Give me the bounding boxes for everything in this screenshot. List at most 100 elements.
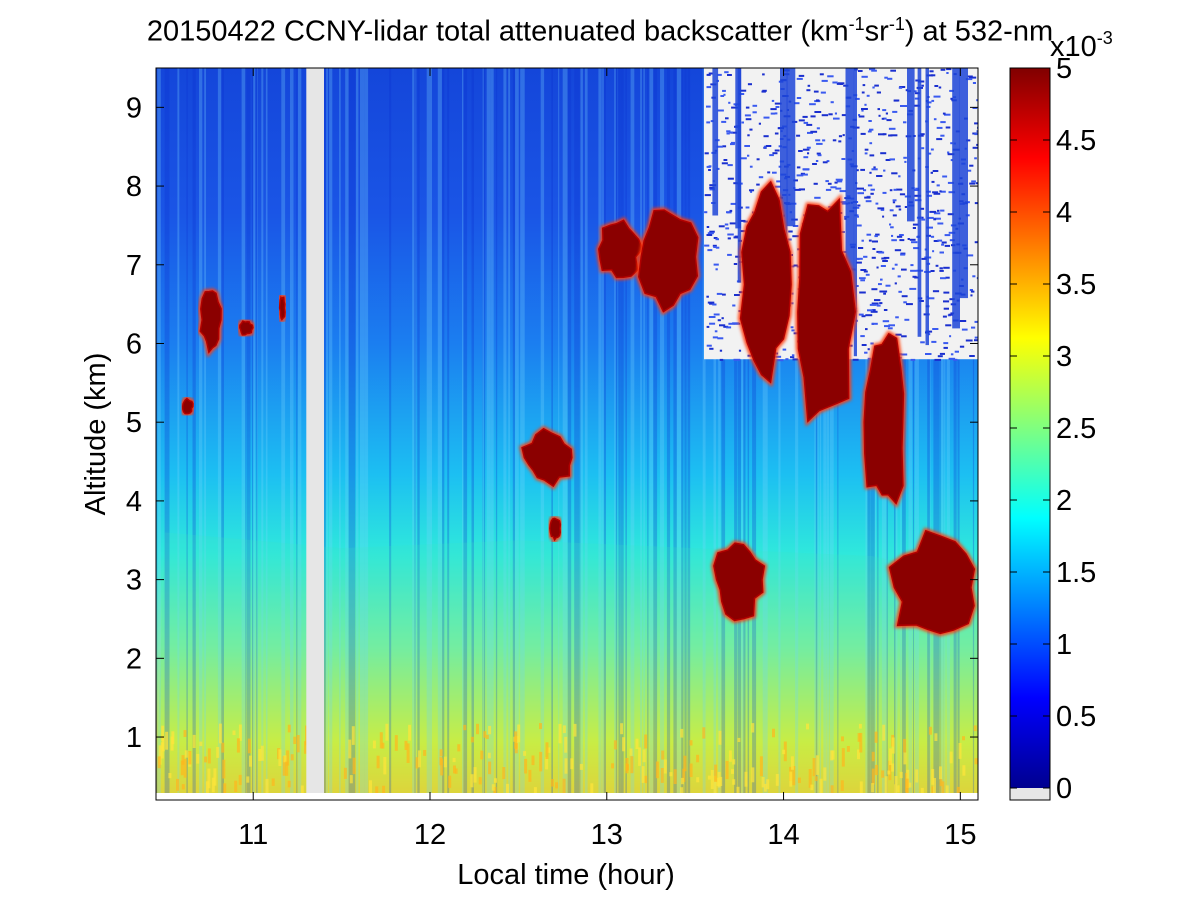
time-streak [614, 68, 618, 793]
noise-cell [949, 335, 952, 338]
noise-cell [860, 335, 865, 338]
speckle-cell [894, 776, 898, 785]
noise-cell [825, 180, 829, 183]
speckle-cell [884, 776, 888, 793]
noise-cell [708, 165, 712, 168]
time-streak [217, 68, 222, 793]
speckle-cell [394, 735, 398, 751]
noise-cell [937, 209, 940, 212]
speckle-cell [234, 780, 238, 792]
noise-cell [806, 123, 813, 126]
speckle-cell [218, 723, 222, 744]
time-streak [625, 68, 627, 793]
speckle-cell [476, 723, 479, 735]
noise-cell [949, 298, 955, 301]
noise-cell [830, 186, 837, 189]
cloud-layer [180, 395, 196, 417]
speckle-cell [908, 782, 912, 788]
time-streak [660, 68, 665, 793]
noise-cell [802, 173, 808, 176]
noise-cell [926, 101, 932, 104]
time-streak [666, 68, 671, 793]
noise-cell [891, 234, 894, 237]
speckle-cell [710, 770, 714, 789]
speckle-cell [285, 761, 289, 776]
noise-cell [943, 307, 949, 310]
time-streak [829, 68, 834, 793]
noise-cell [722, 293, 726, 296]
speckle-cell [622, 737, 626, 752]
noise-cell [816, 99, 820, 102]
noise-cell [940, 277, 947, 280]
noise-cell [937, 355, 943, 358]
speckle-cell [351, 726, 355, 745]
speckle-cell [941, 781, 945, 793]
time-streak [823, 68, 827, 793]
noise-cell [807, 131, 813, 134]
noise-cell [817, 154, 822, 157]
time-streak [653, 68, 658, 793]
noise-cell [891, 267, 895, 270]
speckle-cell [660, 768, 664, 783]
noise-cell [930, 148, 934, 151]
cloud-core [797, 197, 856, 423]
noise-cell [864, 148, 869, 151]
noise-cell [976, 143, 978, 146]
time-streak [347, 68, 352, 793]
noise-cell [948, 313, 953, 316]
speckle-cell [369, 780, 372, 793]
noise-cell [926, 194, 932, 197]
speckle-cell [448, 775, 452, 788]
noise-cell [747, 154, 750, 157]
noise-cell [932, 170, 939, 172]
noise-cell [871, 309, 876, 312]
noise-cell [932, 250, 935, 253]
time-streak [164, 68, 167, 793]
speckle-cell [808, 769, 812, 788]
speckle-cell [841, 748, 845, 767]
noise-cell [812, 163, 817, 165]
noise-cell [794, 188, 801, 191]
time-streak [437, 68, 442, 793]
noise-cell [876, 266, 879, 269]
noise-cell [885, 112, 888, 115]
noise-cell [937, 222, 944, 225]
noise-cell [763, 116, 770, 119]
speckle-cell [207, 768, 211, 789]
speckle-cell [934, 733, 938, 741]
noise-cell [942, 112, 946, 115]
speckle-cell [247, 738, 251, 754]
noise-cell [802, 168, 810, 171]
time-streak [915, 68, 919, 793]
time-streak [508, 68, 511, 793]
speckle-cell [680, 728, 684, 738]
speckle-cell [180, 760, 184, 776]
speckle-cell [728, 750, 732, 762]
noise-cell [774, 112, 778, 115]
noise-cell [941, 241, 947, 244]
speckle-cell [891, 763, 895, 772]
noise-cell [931, 99, 935, 102]
noise-cell [867, 184, 873, 187]
speckle-cell [199, 741, 203, 747]
noise-cell [945, 126, 951, 129]
noise-cell [765, 145, 772, 147]
time-streak [558, 68, 560, 793]
noise-cell [938, 86, 942, 89]
noise-cell [912, 227, 916, 229]
cloud-core [239, 320, 254, 336]
speckle-cell [480, 750, 484, 760]
time-streak [429, 68, 432, 793]
noise-cell [774, 102, 782, 105]
noise-cell [887, 327, 893, 330]
noise-cell [761, 90, 766, 93]
speckle-cell [533, 787, 537, 793]
noise-cell [974, 339, 978, 342]
noise-cell [782, 348, 787, 351]
noise-cell [911, 241, 918, 244]
noise-cell [892, 199, 897, 202]
cloud-layer [795, 193, 858, 427]
noise-cell [747, 134, 750, 137]
speckle-cell [945, 785, 949, 793]
noise-cell [871, 168, 878, 171]
